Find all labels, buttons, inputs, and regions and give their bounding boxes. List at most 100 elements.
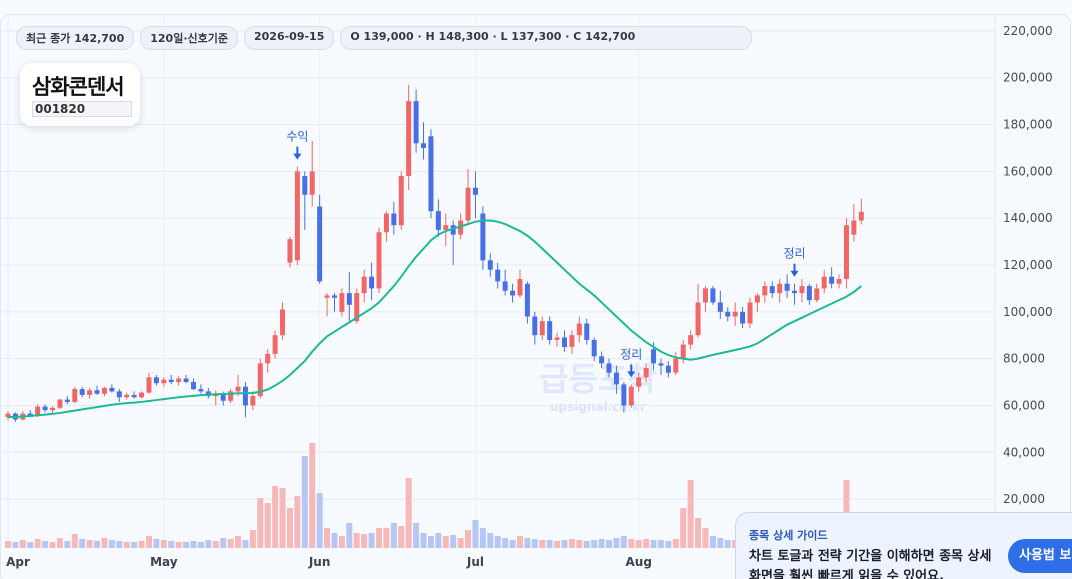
y-tick-label: 60,000 [1003, 398, 1045, 412]
volume-bar [502, 538, 509, 548]
volume-bar [724, 540, 731, 548]
candle-body [317, 206, 323, 282]
candle-body [465, 187, 471, 221]
candle-body [680, 344, 686, 359]
volume-bar [227, 539, 234, 548]
candle-body [5, 413, 11, 418]
candle-body [183, 378, 189, 383]
volume-bar [576, 540, 583, 548]
candle-body [606, 363, 612, 373]
candle-body [287, 239, 293, 263]
candle-body [79, 389, 85, 395]
candle-body [339, 293, 345, 312]
volume-bar [472, 520, 479, 548]
volume-bar [613, 538, 620, 548]
candle-body [799, 286, 805, 294]
volume-bar [64, 541, 71, 548]
volume-bar [19, 540, 26, 548]
volume-bar [286, 508, 293, 548]
candle-body [272, 335, 278, 354]
candle-body [64, 399, 70, 402]
candle-body [702, 288, 708, 303]
volume-bar [183, 542, 190, 548]
volume-bar [242, 540, 249, 548]
candle-body [510, 290, 516, 296]
volume-bar [235, 536, 242, 548]
volume-bar [205, 540, 212, 548]
volume-bar [427, 536, 434, 548]
volume-bar [680, 508, 687, 548]
candle-body [361, 276, 367, 294]
candle-body [50, 407, 56, 411]
volume-bar [405, 478, 412, 548]
candle-body [176, 378, 182, 383]
volume-bar [598, 539, 605, 548]
y-tick-label: 220,000 [1003, 24, 1053, 38]
volume-bar [220, 538, 227, 548]
volume-bar [494, 536, 501, 548]
candle-body [265, 353, 271, 364]
guide-button[interactable]: 사용법 보기 [1008, 539, 1072, 573]
candle-body [547, 321, 553, 340]
volume-bar [316, 493, 323, 548]
candle-body [146, 377, 152, 393]
x-tick-label: Jul [466, 555, 484, 569]
x-tick-label: Jun [308, 555, 331, 569]
volume-bar [301, 456, 308, 548]
volume-bar [160, 540, 167, 548]
y-tick-label: 20,000 [1003, 492, 1045, 506]
volume-bar [272, 486, 279, 548]
volume-bar [383, 528, 390, 548]
volume-bar [643, 539, 650, 548]
volume-bar [212, 541, 219, 548]
candle-body [599, 356, 605, 364]
candle-body [198, 389, 204, 392]
volume-bar [457, 538, 464, 548]
guide-line: 화면을 훨씬 빠르게 읽을 수 있어요. [749, 569, 945, 579]
candle-body [27, 413, 33, 416]
candle-body [153, 377, 159, 384]
volume-bar [583, 541, 590, 548]
candle-body [346, 293, 352, 305]
candle-body [695, 302, 701, 336]
volume-bar [294, 496, 301, 548]
volume-bar [338, 536, 345, 548]
volume-bar [390, 523, 397, 548]
candle-body [480, 213, 486, 261]
volume-bar [190, 541, 197, 548]
volume-bar [12, 542, 19, 548]
volume-bar [450, 535, 457, 548]
volume-bar [420, 533, 427, 548]
badge: 120일·신호기준 [140, 26, 238, 50]
volume-bar [546, 540, 553, 548]
candle-body [94, 390, 100, 394]
volume-bar [398, 526, 405, 548]
candle-body [139, 392, 145, 398]
candle-body [458, 220, 464, 235]
volume-bar [657, 540, 664, 548]
candle-body [665, 365, 671, 373]
candle-body [443, 225, 449, 230]
candle-body [435, 211, 441, 230]
volume-bar [249, 530, 256, 548]
candle-body [35, 406, 41, 416]
volume-bar [702, 528, 709, 548]
volume-bar [257, 498, 264, 548]
volume-bar [717, 538, 724, 548]
candle-body [673, 358, 679, 373]
annotation-arrow-head [627, 371, 636, 378]
candle-body [829, 276, 835, 284]
volume-bar [279, 488, 286, 548]
volume-bar [561, 540, 568, 548]
candle-body [569, 335, 575, 347]
volume-bar [123, 542, 130, 548]
volume-bar [361, 534, 368, 548]
candle-body [836, 279, 842, 284]
candle-body [235, 386, 241, 392]
volume-bar [695, 518, 702, 548]
volume-bar [49, 542, 56, 548]
volume-bar [264, 503, 271, 548]
candle-body [242, 386, 248, 406]
volume-bar [153, 539, 160, 548]
candle-body [131, 394, 137, 398]
